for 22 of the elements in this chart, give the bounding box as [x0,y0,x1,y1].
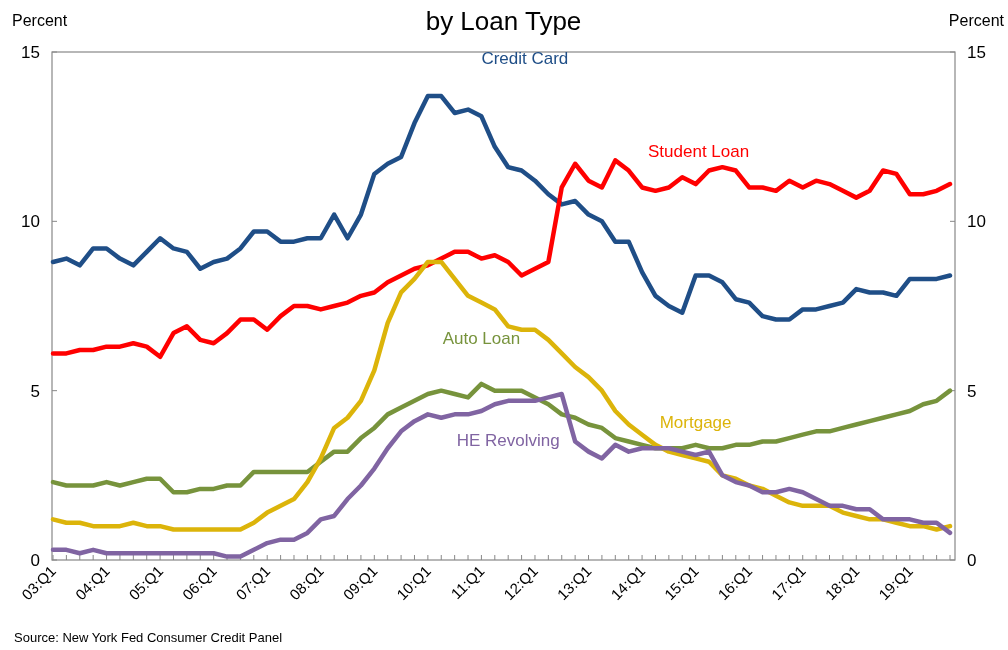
chart-title: by Loan Type [425,6,582,36]
y-axis-title: Percent [12,12,68,29]
series-label: Mortgage [659,413,732,433]
y2-axis-title: Percent [948,12,1005,29]
line-series [50,259,953,532]
y2-tick-label: 10 [967,212,986,232]
y-tick-label: 5 [30,381,40,401]
line-series [50,381,953,495]
source-note: Source: New York Fed Consumer Credit Panel [14,630,283,645]
y-tick-label: 10 [21,212,40,232]
series-label: Student Loan [648,142,750,162]
text: Auto Loan [442,328,521,348]
series-label: HE Revolving [456,430,560,450]
line-series [50,391,953,559]
y-tick-label: 0 [30,551,40,570]
y-tick-label: 15 [21,43,40,62]
line-series [50,93,953,322]
y2-tick-label: 0 [967,551,977,570]
y2-tick-label: 5 [967,381,977,401]
line-series [50,158,953,360]
text: Credit Card [481,49,569,69]
y2-tick-label: 15 [967,43,986,62]
